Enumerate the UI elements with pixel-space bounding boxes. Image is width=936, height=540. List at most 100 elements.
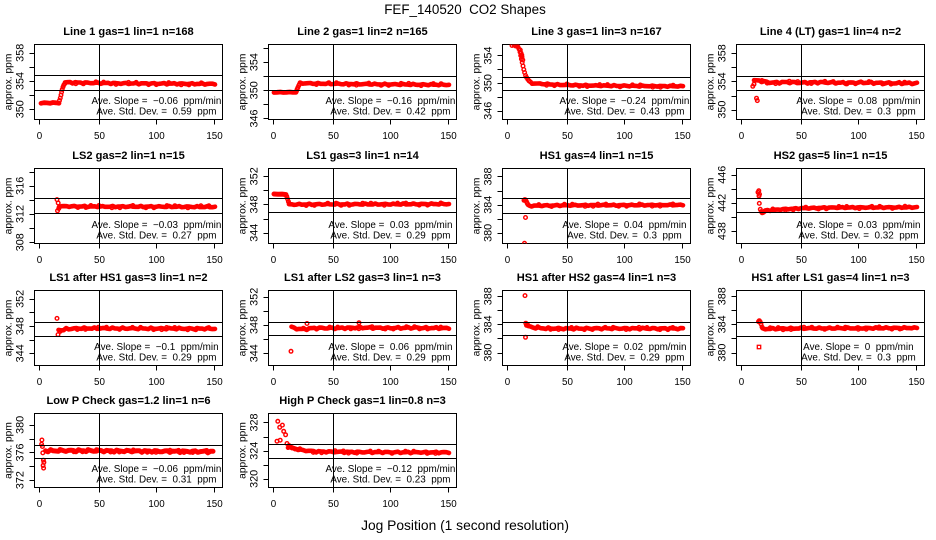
svg-text:approx. ppm: approx. ppm	[238, 300, 249, 357]
svg-text:344: 344	[249, 344, 261, 362]
svg-text:Line 1 gas=1 lin=1 n=168: Line 1 gas=1 lin=1 n=168	[63, 26, 193, 38]
svg-text:approx. ppm: approx. ppm	[472, 300, 483, 357]
svg-text:0: 0	[505, 131, 511, 142]
svg-text:Ave. Slope = −0.03 ppm/min: Ave. Slope = −0.03 ppm/min	[91, 220, 221, 231]
svg-text:352: 352	[15, 290, 27, 308]
svg-text:Ave. Std. Dev. = 0.27 ppm: Ave. Std. Dev. = 0.27 ppm	[96, 231, 216, 242]
svg-text:approx. ppm: approx. ppm	[706, 300, 717, 357]
svg-text:348: 348	[249, 316, 261, 334]
svg-text:Ave. Std. Dev. = 0.23 ppm: Ave. Std. Dev. = 0.23 ppm	[330, 475, 450, 486]
svg-text:LS2 gas=2 lin=1 n=15: LS2 gas=2 lin=1 n=15	[72, 150, 185, 162]
svg-text:0: 0	[37, 131, 43, 142]
svg-text:100: 100	[850, 131, 867, 142]
svg-text:LS1 after LS2 gas=3 lin=1 n=3: LS1 after LS2 gas=3 lin=1 n=3	[284, 272, 441, 284]
svg-text:Ave. Std. Dev. = 0.29 ppm: Ave. Std. Dev. = 0.29 ppm	[330, 231, 450, 242]
svg-text:Ave. Std. Dev. = 0.29 ppm: Ave. Std. Dev. = 0.29 ppm	[96, 353, 216, 364]
svg-text:150: 150	[206, 377, 223, 388]
svg-text:FEF_140520 CO2 Shapes: FEF_140520 CO2 Shapes	[384, 2, 546, 17]
svg-text:100: 100	[382, 377, 399, 388]
svg-text:346: 346	[483, 102, 495, 120]
svg-text:Ave. Slope = 0.03 ppm/min: Ave. Slope = 0.03 ppm/min	[796, 220, 920, 231]
svg-text:50: 50	[328, 131, 339, 142]
svg-text:HS1 after HS2 gas=4 lin=1 n=3: HS1 after HS2 gas=4 lin=1 n=3	[517, 272, 676, 284]
svg-text:380: 380	[717, 344, 729, 362]
svg-text:Ave. Std. Dev. = 0.31 ppm: Ave. Std. Dev. = 0.31 ppm	[96, 475, 216, 486]
svg-text:approx. ppm: approx. ppm	[238, 422, 249, 479]
svg-text:350: 350	[15, 100, 27, 118]
svg-text:100: 100	[382, 499, 399, 510]
svg-text:50: 50	[562, 131, 573, 142]
svg-text:Ave. Slope = 0.06 ppm/min: Ave. Slope = 0.06 ppm/min	[328, 342, 452, 353]
svg-text:354: 354	[15, 72, 27, 90]
svg-text:150: 150	[674, 255, 691, 266]
svg-text:0: 0	[271, 377, 277, 388]
svg-text:Line 4 (LT) gas=1 lin=4 n=2: Line 4 (LT) gas=1 lin=4 n=2	[760, 26, 901, 38]
svg-text:0: 0	[271, 499, 277, 510]
svg-text:Ave. Slope = 0.02 ppm/min: Ave. Slope = 0.02 ppm/min	[562, 342, 686, 353]
svg-text:approx. ppm: approx. ppm	[238, 178, 249, 235]
svg-text:Ave. Slope = −0.1 ppm/min: Ave. Slope = −0.1 ppm/min	[94, 342, 218, 353]
svg-text:150: 150	[440, 377, 457, 388]
svg-text:Ave. Std. Dev. = 0.42 ppm: Ave. Std. Dev. = 0.42 ppm	[330, 107, 450, 118]
svg-text:0: 0	[271, 131, 277, 142]
svg-text:0: 0	[37, 499, 43, 510]
svg-text:Ave. Slope = 0.04 ppm/min: Ave. Slope = 0.04 ppm/min	[562, 220, 686, 231]
svg-text:100: 100	[148, 377, 165, 388]
svg-text:Low P Check gas=1.2 lin=1 n=6: Low P Check gas=1.2 lin=1 n=6	[46, 395, 210, 407]
svg-text:Ave. Std. Dev. = 0.29 ppm: Ave. Std. Dev. = 0.29 ppm	[330, 353, 450, 364]
svg-text:150: 150	[908, 255, 925, 266]
svg-text:150: 150	[206, 499, 223, 510]
svg-text:50: 50	[328, 377, 339, 388]
svg-text:approx. ppm: approx. ppm	[472, 54, 483, 111]
svg-text:approx. ppm: approx. ppm	[706, 178, 717, 235]
svg-text:approx. ppm: approx. ppm	[4, 178, 15, 235]
svg-text:344: 344	[249, 224, 261, 242]
svg-text:388: 388	[483, 287, 495, 305]
svg-text:328: 328	[249, 413, 261, 431]
svg-text:Ave. Slope = −0.16 ppm/min: Ave. Slope = −0.16 ppm/min	[325, 96, 455, 107]
svg-text:LS1 gas=3 lin=1 n=14: LS1 gas=3 lin=1 n=14	[306, 150, 419, 162]
svg-text:0: 0	[271, 255, 277, 266]
svg-text:100: 100	[616, 377, 633, 388]
svg-text:Ave. Std. Dev. = 0.3 ppm: Ave. Std. Dev. = 0.3 ppm	[801, 107, 916, 118]
svg-text:approx. ppm: approx. ppm	[4, 300, 15, 357]
svg-text:150: 150	[440, 131, 457, 142]
svg-text:Ave. Std. Dev. = 0.3 ppm: Ave. Std. Dev. = 0.3 ppm	[567, 231, 682, 242]
svg-text:384: 384	[483, 315, 495, 333]
svg-text:approx. ppm: approx. ppm	[706, 54, 717, 111]
svg-text:0: 0	[505, 255, 511, 266]
svg-text:approx. ppm: approx. ppm	[4, 422, 15, 479]
svg-text:100: 100	[616, 255, 633, 266]
svg-text:150: 150	[440, 499, 457, 510]
svg-text:380: 380	[483, 224, 495, 242]
svg-text:100: 100	[148, 131, 165, 142]
svg-text:Ave. Slope = −0.12 ppm/min: Ave. Slope = −0.12 ppm/min	[325, 464, 455, 475]
svg-text:50: 50	[328, 255, 339, 266]
svg-text:0: 0	[739, 377, 745, 388]
svg-text:50: 50	[94, 131, 105, 142]
svg-text:0: 0	[505, 377, 511, 388]
svg-text:384: 384	[483, 196, 495, 214]
svg-text:0: 0	[37, 377, 43, 388]
svg-text:100: 100	[850, 255, 867, 266]
svg-text:Ave. Slope = −0.06 ppm/min: Ave. Slope = −0.06 ppm/min	[91, 464, 221, 475]
svg-text:HS2 gas=5 lin=1 n=15: HS2 gas=5 lin=1 n=15	[774, 150, 888, 162]
svg-text:0: 0	[739, 255, 745, 266]
svg-text:312: 312	[15, 205, 27, 223]
svg-text:50: 50	[94, 255, 105, 266]
svg-text:HS1 after LS1 gas=4 lin=1 n=3: HS1 after LS1 gas=4 lin=1 n=3	[751, 272, 909, 284]
svg-text:Ave. Std. Dev. = 0.29 ppm: Ave. Std. Dev. = 0.29 ppm	[564, 353, 684, 364]
svg-text:150: 150	[206, 131, 223, 142]
svg-text:Ave. Slope = 0.08 ppm/min: Ave. Slope = 0.08 ppm/min	[796, 96, 920, 107]
svg-text:320: 320	[249, 470, 261, 488]
svg-text:354: 354	[483, 46, 495, 64]
svg-text:100: 100	[382, 255, 399, 266]
svg-text:approx. ppm: approx. ppm	[238, 54, 249, 111]
svg-text:Ave. Std. Dev. = 0.59 ppm: Ave. Std. Dev. = 0.59 ppm	[96, 107, 216, 118]
svg-text:150: 150	[674, 131, 691, 142]
svg-text:308: 308	[15, 233, 27, 251]
svg-text:324: 324	[249, 442, 261, 460]
svg-text:0: 0	[739, 131, 745, 142]
svg-text:High P Check gas=1 lin=0.8 n=3: High P Check gas=1 lin=0.8 n=3	[279, 395, 446, 407]
svg-text:352: 352	[249, 288, 261, 306]
